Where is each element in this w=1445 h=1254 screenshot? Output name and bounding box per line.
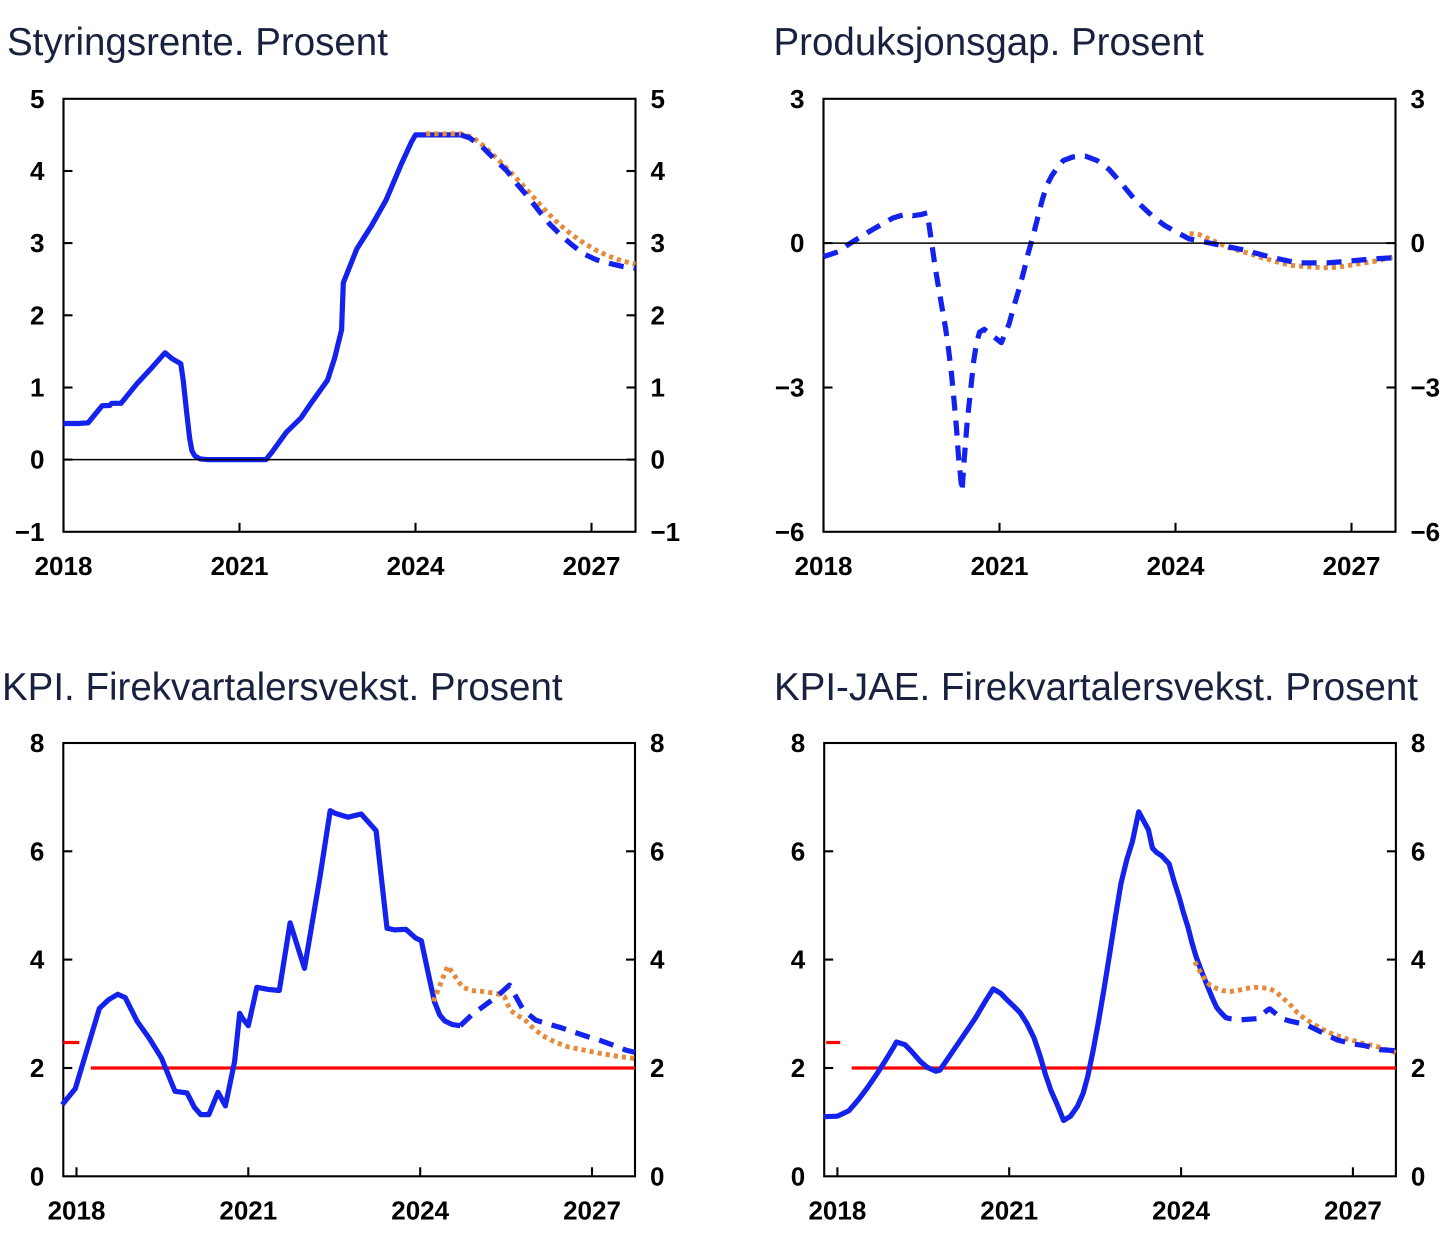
svg-text:KPI. Firekvartalersvekst. Pros: KPI. Firekvartalersvekst. Prosent — [2, 666, 563, 709]
svg-text:3: 3 — [790, 84, 804, 114]
svg-text:2021: 2021 — [219, 1195, 277, 1225]
svg-text:6: 6 — [1411, 836, 1425, 866]
svg-text:−3: −3 — [1411, 373, 1441, 403]
svg-text:2027: 2027 — [1323, 551, 1381, 581]
svg-text:0: 0 — [790, 228, 804, 258]
svg-text:2018: 2018 — [35, 551, 93, 581]
svg-text:2024: 2024 — [387, 551, 445, 581]
svg-text:2: 2 — [30, 300, 44, 330]
svg-text:0: 0 — [1411, 1161, 1425, 1191]
svg-text:1: 1 — [651, 373, 665, 403]
svg-text:2: 2 — [651, 300, 665, 330]
svg-text:2024: 2024 — [391, 1195, 449, 1225]
svg-text:Produksjonsgap. Prosent: Produksjonsgap. Prosent — [774, 21, 1204, 64]
svg-text:2024: 2024 — [1147, 551, 1205, 581]
svg-text:2024: 2024 — [1152, 1195, 1210, 1225]
svg-text:4: 4 — [1411, 945, 1426, 975]
svg-text:2: 2 — [30, 1053, 44, 1083]
svg-text:2: 2 — [650, 1053, 664, 1083]
svg-text:1: 1 — [30, 373, 44, 403]
svg-text:−6: −6 — [775, 517, 805, 547]
svg-text:8: 8 — [30, 728, 44, 758]
svg-text:8: 8 — [791, 728, 805, 758]
svg-text:2021: 2021 — [980, 1195, 1038, 1225]
svg-text:8: 8 — [650, 728, 664, 758]
svg-text:0: 0 — [30, 445, 44, 475]
svg-text:0: 0 — [1411, 228, 1425, 258]
svg-text:2018: 2018 — [808, 1195, 866, 1225]
svg-text:2021: 2021 — [971, 551, 1029, 581]
svg-text:2018: 2018 — [48, 1195, 106, 1225]
svg-text:KPI-JAE. Firekvartalersvekst.: KPI-JAE. Firekvartalersvekst. Prosent — [774, 666, 1418, 709]
svg-text:0: 0 — [651, 445, 665, 475]
svg-text:2027: 2027 — [563, 1195, 621, 1225]
svg-text:3: 3 — [1411, 84, 1425, 114]
svg-text:Styringsrente. Prosent: Styringsrente. Prosent — [7, 21, 388, 64]
svg-text:2: 2 — [791, 1053, 805, 1083]
svg-text:4: 4 — [791, 945, 806, 975]
svg-text:3: 3 — [651, 228, 665, 258]
svg-text:2027: 2027 — [1324, 1195, 1382, 1225]
svg-text:2018: 2018 — [795, 551, 853, 581]
svg-text:−1: −1 — [15, 517, 45, 547]
svg-text:4: 4 — [30, 156, 45, 186]
svg-text:3: 3 — [30, 228, 44, 258]
svg-text:5: 5 — [651, 84, 665, 114]
svg-text:−6: −6 — [1411, 517, 1441, 547]
svg-text:0: 0 — [30, 1161, 44, 1191]
svg-text:6: 6 — [791, 836, 805, 866]
svg-text:4: 4 — [651, 156, 666, 186]
svg-text:−1: −1 — [651, 517, 681, 547]
svg-text:0: 0 — [650, 1161, 664, 1191]
svg-text:2: 2 — [1411, 1053, 1425, 1083]
svg-text:6: 6 — [650, 836, 664, 866]
svg-text:−3: −3 — [775, 373, 805, 403]
svg-text:0: 0 — [791, 1161, 805, 1191]
svg-text:4: 4 — [30, 945, 45, 975]
svg-text:8: 8 — [1411, 728, 1425, 758]
svg-text:2027: 2027 — [563, 551, 621, 581]
svg-text:2021: 2021 — [211, 551, 269, 581]
svg-text:5: 5 — [30, 84, 44, 114]
svg-text:6: 6 — [30, 836, 44, 866]
svg-text:4: 4 — [650, 945, 665, 975]
